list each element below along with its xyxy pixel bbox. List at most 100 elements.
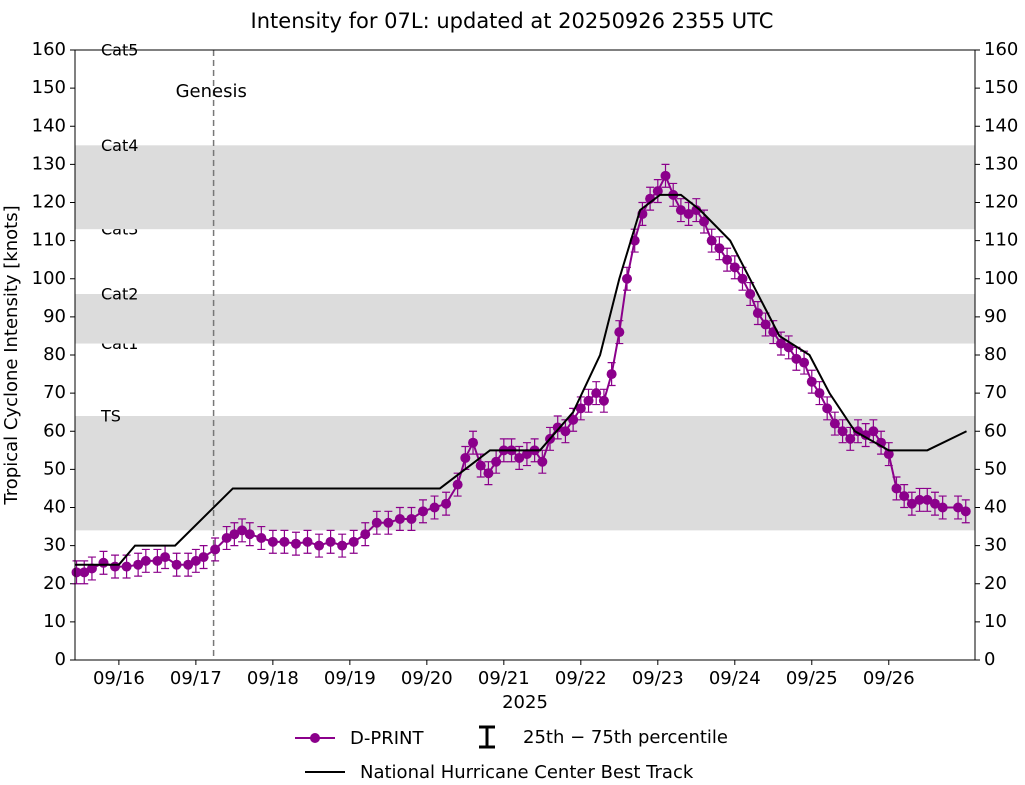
point bbox=[140, 555, 151, 566]
point bbox=[868, 426, 879, 437]
x-tick-label: 09/23 bbox=[632, 668, 684, 689]
point bbox=[706, 235, 717, 246]
point bbox=[960, 506, 971, 517]
x-tick-label: 09/25 bbox=[786, 668, 838, 689]
point bbox=[183, 559, 194, 570]
point bbox=[221, 533, 232, 543]
point bbox=[606, 369, 617, 380]
point bbox=[560, 426, 571, 437]
point bbox=[417, 506, 428, 517]
point bbox=[152, 555, 163, 566]
y-tick-label: 50 bbox=[43, 458, 66, 479]
point bbox=[722, 254, 733, 265]
point bbox=[337, 540, 348, 551]
point bbox=[460, 452, 471, 463]
y-tick-label: 100 bbox=[32, 268, 66, 289]
point bbox=[568, 414, 579, 425]
y2-tick-label: 110 bbox=[984, 230, 1018, 251]
y-tick-label: 60 bbox=[43, 420, 66, 441]
point bbox=[360, 529, 371, 540]
point bbox=[441, 498, 452, 509]
point bbox=[429, 502, 440, 513]
y-tick-label: 140 bbox=[32, 115, 66, 136]
point bbox=[383, 517, 394, 528]
legend-errorbar bbox=[479, 725, 495, 749]
x-tick-label: 09/17 bbox=[170, 668, 222, 689]
point bbox=[622, 273, 633, 284]
point bbox=[783, 342, 794, 353]
point bbox=[348, 536, 359, 547]
point bbox=[406, 513, 417, 524]
point bbox=[190, 555, 201, 566]
point bbox=[845, 433, 856, 444]
y2-tick-label: 160 bbox=[984, 39, 1018, 60]
point bbox=[775, 338, 786, 349]
y2-tick-label: 140 bbox=[984, 115, 1018, 136]
legend-label: 25th − 75th percentile bbox=[523, 727, 728, 748]
point bbox=[229, 529, 240, 540]
point bbox=[267, 536, 278, 547]
genesis-label: Genesis bbox=[176, 81, 247, 102]
x-axis-label: 2025 bbox=[502, 692, 548, 713]
point bbox=[210, 544, 221, 555]
point bbox=[614, 327, 625, 338]
point bbox=[86, 563, 97, 574]
point bbox=[822, 403, 833, 414]
point bbox=[591, 388, 602, 399]
y2-tick-label: 150 bbox=[984, 77, 1018, 98]
point bbox=[683, 208, 694, 219]
point bbox=[256, 533, 267, 543]
point bbox=[698, 216, 709, 227]
y-tick-label: 160 bbox=[32, 39, 66, 60]
point bbox=[121, 561, 132, 572]
point bbox=[475, 460, 486, 471]
x-tick-label: 09/21 bbox=[478, 668, 530, 689]
point bbox=[279, 536, 290, 547]
x-tick-label: 09/18 bbox=[247, 668, 299, 689]
point bbox=[922, 494, 933, 505]
chart-title: Intensity for 07L: updated at 20250926 2… bbox=[251, 9, 774, 33]
point bbox=[745, 289, 756, 299]
point bbox=[598, 395, 609, 406]
point bbox=[806, 376, 817, 387]
legend-marker bbox=[310, 733, 320, 743]
point bbox=[514, 452, 525, 463]
series-line bbox=[75, 193, 967, 566]
point bbox=[714, 243, 725, 254]
point bbox=[791, 353, 802, 364]
category-label: TS bbox=[100, 406, 121, 425]
plot-frame bbox=[74, 49, 976, 661]
y2-tick-label: 40 bbox=[984, 497, 1007, 518]
x-tick-label: 09/26 bbox=[863, 668, 915, 689]
point bbox=[483, 468, 494, 479]
y-tick-label: 90 bbox=[43, 306, 66, 327]
y2-tick-label: 60 bbox=[984, 420, 1007, 441]
point bbox=[583, 395, 594, 406]
y-tick-label: 40 bbox=[43, 497, 66, 518]
point bbox=[110, 561, 121, 572]
point bbox=[837, 426, 848, 437]
point bbox=[71, 567, 82, 578]
point bbox=[491, 456, 502, 467]
point bbox=[760, 319, 771, 330]
point bbox=[929, 498, 940, 509]
point bbox=[98, 557, 109, 568]
y2-tick-label: 130 bbox=[984, 153, 1018, 174]
y2-tick-label: 20 bbox=[984, 573, 1007, 594]
point bbox=[290, 538, 301, 549]
point bbox=[737, 273, 748, 284]
series-1 bbox=[75, 193, 967, 566]
y-tick-label: 0 bbox=[55, 649, 66, 670]
point bbox=[729, 262, 740, 273]
point bbox=[899, 491, 910, 502]
y2-tick-label: 80 bbox=[984, 344, 1007, 365]
point bbox=[521, 449, 532, 460]
point bbox=[468, 437, 479, 448]
y-tick-label: 70 bbox=[43, 382, 66, 403]
y-tick-label: 150 bbox=[32, 77, 66, 98]
y-tick-label: 30 bbox=[43, 535, 66, 556]
point bbox=[198, 552, 209, 563]
y2-tick-label: 120 bbox=[984, 192, 1018, 213]
point bbox=[691, 205, 702, 216]
